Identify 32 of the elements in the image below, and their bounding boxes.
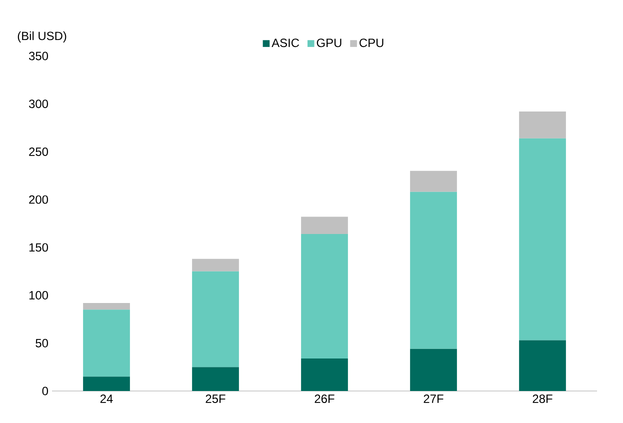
y-tick-label: 0	[42, 386, 48, 396]
bar	[301, 234, 348, 358]
bar	[519, 138, 566, 340]
bar	[192, 367, 239, 391]
bar	[83, 376, 130, 391]
y-tick-label: 150	[29, 243, 48, 252]
y-tick-label: 350	[28, 52, 48, 60]
bar	[519, 112, 566, 138]
y-tick-label: 100	[29, 291, 48, 300]
legend-label: GPU	[316, 38, 342, 48]
y-tick-label: 250	[29, 147, 48, 156]
y-tick-label: 300	[28, 100, 48, 108]
x-tick-label: 24	[100, 394, 113, 403]
y-tick-label: 50	[36, 338, 48, 348]
bar	[83, 310, 130, 377]
y-tick-label: 200	[29, 195, 48, 204]
x-tick-label: 27F	[424, 394, 444, 403]
bar	[301, 216, 348, 234]
bar	[410, 170, 457, 192]
bar	[192, 258, 239, 272]
x-tick-label: 26F	[314, 394, 334, 403]
legend-label: CPU	[360, 38, 384, 48]
y-axis-title: (Bil USD)	[18, 31, 66, 43]
bar	[301, 358, 348, 391]
bar	[192, 271, 239, 368]
bar	[410, 192, 457, 349]
x-tick-label: 25F	[206, 394, 226, 403]
bar	[410, 348, 457, 391]
legend-label: ASIC	[272, 38, 300, 48]
bar	[83, 302, 130, 310]
x-tick-label: 28F	[532, 394, 552, 403]
bar	[519, 340, 566, 391]
